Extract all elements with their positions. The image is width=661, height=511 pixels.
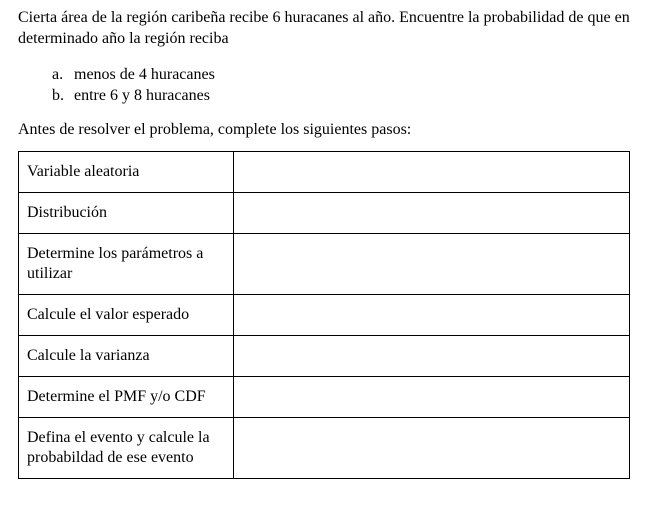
row-value [234, 335, 630, 376]
option-letter: a. [52, 64, 74, 86]
row-label: Distribución [19, 192, 234, 233]
row-label: Determine el PMF y/o CDF [19, 376, 234, 417]
row-label: Calcule la varianza [19, 335, 234, 376]
option-letter: b. [52, 85, 74, 107]
table-row: Calcule el valor esperado [19, 294, 630, 335]
row-value [234, 151, 630, 192]
option-text: entre 6 y 8 huracanes [74, 85, 210, 107]
table-row: Defina el evento y calcule la probabilda… [19, 417, 630, 478]
row-value [234, 376, 630, 417]
table-row: Determine los parámetros a utilizar [19, 233, 630, 294]
row-value [234, 192, 630, 233]
row-label: Variable aleatoria [19, 151, 234, 192]
pre-steps-intro: Antes de resolver el problema, complete … [18, 121, 643, 139]
option-text: menos de 4 huracanes [74, 64, 215, 86]
row-value [234, 233, 630, 294]
row-value [234, 294, 630, 335]
options-list: a. menos de 4 huracanes b. entre 6 y 8 h… [52, 64, 643, 107]
row-label: Calcule el valor esperado [19, 294, 234, 335]
problem-statement: Cierta área de la región caribeña recibe… [18, 8, 643, 50]
row-label: Determine los parámetros a utilizar [19, 233, 234, 294]
option-a: a. menos de 4 huracanes [52, 64, 643, 86]
table-row: Variable aleatoria [19, 151, 630, 192]
option-b: b. entre 6 y 8 huracanes [52, 85, 643, 107]
row-label: Defina el evento y calcule la probabilda… [19, 417, 234, 478]
table-row: Calcule la varianza [19, 335, 630, 376]
steps-table: Variable aleatoria Distribución Determin… [18, 151, 630, 479]
table-row: Distribución [19, 192, 630, 233]
row-value [234, 417, 630, 478]
table-row: Determine el PMF y/o CDF [19, 376, 630, 417]
